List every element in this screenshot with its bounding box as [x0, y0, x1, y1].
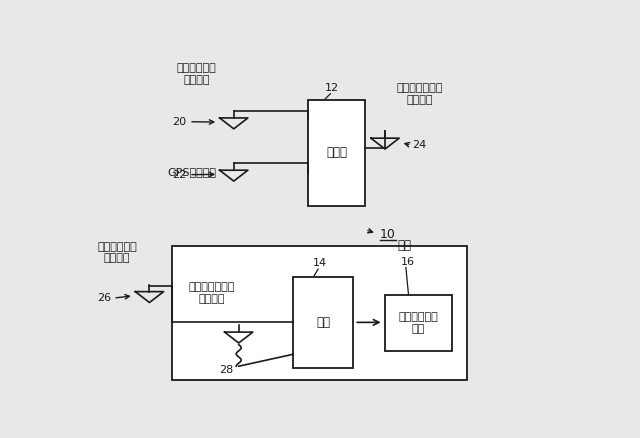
Bar — [172, 247, 467, 380]
Text: 14: 14 — [312, 258, 326, 268]
Text: 10: 10 — [380, 228, 396, 241]
Text: 20: 20 — [173, 117, 187, 127]
Text: 地上デジタル
アンテナ: 地上デジタル アンテナ — [177, 63, 216, 85]
Text: 28: 28 — [219, 364, 234, 374]
Bar — [308, 100, 365, 206]
Text: 地上デジタル
アンテナ: 地上デジタル アンテナ — [97, 242, 137, 263]
Text: 特定小電力無線
アンテナ: 特定小電力無線 アンテナ — [188, 282, 235, 304]
Text: 24: 24 — [412, 140, 427, 150]
Text: 22: 22 — [172, 170, 187, 180]
Text: 特定小電力無線
アンテナ: 特定小電力無線 アンテナ — [397, 83, 443, 105]
Text: 端末: 端末 — [316, 316, 330, 329]
Text: 建屋: 建屋 — [398, 239, 412, 251]
Bar — [293, 277, 353, 368]
Text: 基地局: 基地局 — [326, 146, 347, 159]
Text: 16: 16 — [401, 257, 414, 267]
Bar — [385, 295, 452, 351]
Text: ネットワーク
機器: ネットワーク 機器 — [399, 312, 438, 334]
Text: GPSアンテナ: GPSアンテナ — [167, 167, 216, 177]
Text: 26: 26 — [97, 293, 111, 303]
Text: 12: 12 — [325, 83, 339, 93]
